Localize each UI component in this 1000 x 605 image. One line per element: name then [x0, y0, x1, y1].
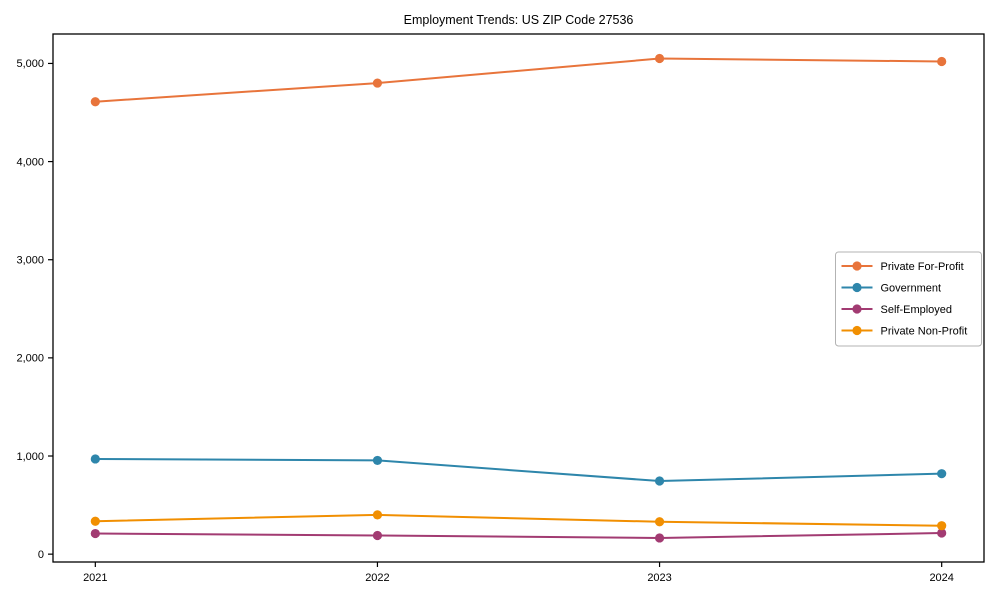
legend-label: Private For-Profit [881, 261, 964, 273]
data-point-private-for-profit [90, 97, 100, 107]
legend-box [835, 251, 982, 347]
series-group [90, 53, 947, 543]
data-point-private-non-profit [90, 516, 100, 526]
legend: Private For-Profit Government Self-Employe… [835, 251, 982, 347]
data-point-private-for-profit [937, 56, 947, 67]
data-point-private-non-profit [372, 510, 383, 520]
series-line-private-for-profit [94, 57, 943, 103]
chart-title: Employment Trends: US ZIP Code 27536 [404, 13, 634, 27]
data-point-government [937, 469, 947, 479]
data-point-private-non-profit [937, 521, 947, 531]
legend-item-private-non-profit: Private Non-Profit [841, 325, 968, 338]
data-point-self-employed [372, 530, 383, 541]
series-line-self-employed [94, 532, 943, 539]
x-axis: 2021 2022 2023 2024 [83, 562, 954, 584]
x-tick-label: 2021 [83, 572, 107, 584]
legend-label: Private Non-Profit [881, 326, 968, 338]
legend-marker [852, 261, 862, 271]
plot-area-border [52, 33, 985, 563]
legend-item-self-employed: Self-Employed [841, 304, 953, 316]
legend-marker [852, 304, 862, 314]
data-point-government [654, 476, 665, 486]
legend-label: Self-Employed [881, 304, 953, 316]
data-point-self-employed [937, 528, 947, 538]
data-point-government [90, 454, 100, 464]
data-point-self-employed [654, 533, 665, 543]
x-tick-label: 2024 [929, 572, 953, 584]
series-line-government [94, 457, 943, 483]
data-point-private-for-profit [372, 78, 383, 88]
y-tick-label: 2,000 [16, 353, 44, 365]
legend-marker [852, 325, 862, 336]
y-tick-label: 0 [38, 549, 44, 561]
legend-label: Government [881, 283, 942, 295]
y-tick-label: 4,000 [16, 156, 44, 168]
legend-marker [852, 282, 862, 293]
data-point-self-employed [90, 528, 100, 539]
y-tick-label: 5,000 [16, 58, 44, 70]
y-axis: 0 1,000 2,000 3,000 4,000 5,000 [16, 58, 53, 561]
legend-item-government: Government [841, 282, 942, 295]
data-point-private-non-profit [654, 517, 665, 527]
y-tick-label: 3,000 [16, 255, 44, 267]
legend-item-private-for-profit: Private For-Profit [841, 261, 964, 273]
y-tick-label: 1,000 [16, 451, 44, 463]
x-tick-label: 2022 [365, 572, 389, 584]
series-line-private-non-profit [94, 513, 943, 527]
x-tick-label: 2023 [647, 572, 671, 584]
data-point-private-for-profit [654, 53, 665, 64]
data-point-government [372, 455, 383, 466]
